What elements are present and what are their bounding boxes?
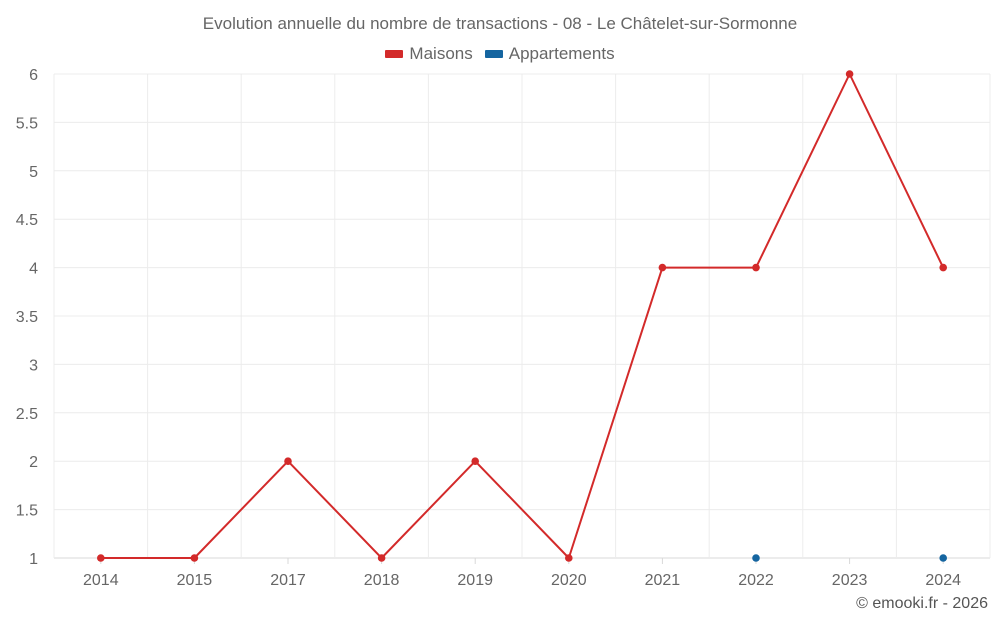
- point-maisons: [939, 263, 947, 272]
- y-tick-label: 3: [29, 357, 38, 374]
- point-maisons: [284, 457, 292, 466]
- chart-title: Evolution annuelle du nombre de transact…: [202, 14, 798, 33]
- x-tick-label: 2024: [925, 572, 961, 589]
- y-tick-label: 6: [29, 67, 38, 84]
- point-maisons: [845, 70, 854, 78]
- legend-label-maisons: Maisons: [409, 44, 473, 63]
- point-maisons: [97, 554, 105, 562]
- point-maisons: [752, 263, 760, 272]
- x-tick-label: 2020: [551, 572, 587, 589]
- point-maisons: [658, 263, 667, 272]
- x-tick-label: 2018: [364, 572, 400, 589]
- point-maisons: [565, 554, 573, 562]
- x-tick-label: 2017: [270, 572, 306, 589]
- x-tick-label: 2014: [83, 572, 119, 589]
- y-tick-label: 2.5: [16, 406, 38, 423]
- x-tick-label: 2021: [645, 572, 681, 589]
- x-tick-label: 2023: [832, 572, 868, 589]
- legend: Maisons Appartements: [0, 44, 1000, 64]
- point-maisons: [377, 554, 386, 562]
- x-tick-label: 2015: [177, 572, 213, 589]
- legend-item-maisons[interactable]: Maisons: [385, 44, 473, 64]
- x-tick-label: 2022: [738, 572, 774, 589]
- y-tick-label: 4: [29, 261, 38, 278]
- point-maisons: [190, 554, 199, 562]
- y-tick-label: 4.5: [16, 212, 38, 229]
- point-appartements: [752, 554, 760, 562]
- y-tick-label: 2: [29, 454, 38, 471]
- x-tick-label: 2019: [457, 572, 493, 589]
- y-tick-label: 5: [29, 164, 38, 181]
- credit-text: © emooki.fr - 2026: [856, 595, 988, 612]
- point-maisons: [471, 457, 480, 466]
- series-line-maisons: [100, 73, 945, 559]
- y-tick-label: 1.5: [16, 503, 38, 520]
- y-tick-label: 3.5: [16, 309, 38, 326]
- point-appartements: [939, 554, 947, 562]
- legend-item-appartements[interactable]: Appartements: [484, 44, 615, 64]
- y-tick-label: 1: [29, 551, 38, 568]
- legend-label-appartements: Appartements: [508, 44, 615, 63]
- y-tick-label: 5.5: [16, 115, 38, 132]
- legend-swatch-maisons: [385, 50, 404, 58]
- legend-swatch-appartements: [484, 50, 503, 58]
